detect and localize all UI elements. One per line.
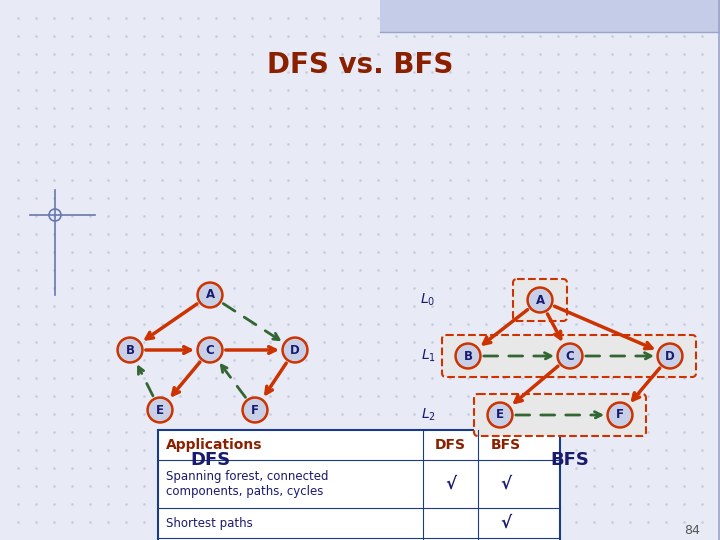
Text: Applications: Applications	[166, 438, 263, 452]
Bar	[380, 0, 720, 32]
Circle shape	[607, 402, 633, 428]
Text: DFS: DFS	[435, 438, 466, 452]
Circle shape	[120, 340, 140, 361]
Circle shape	[197, 282, 223, 308]
Text: BFS: BFS	[490, 438, 521, 452]
Text: DFS: DFS	[190, 451, 230, 469]
Text: DFS vs. BFS: DFS vs. BFS	[267, 51, 453, 79]
Circle shape	[245, 400, 266, 421]
Circle shape	[527, 287, 553, 313]
Circle shape	[490, 404, 510, 426]
Text: √: √	[500, 514, 511, 532]
Circle shape	[150, 400, 171, 421]
Circle shape	[610, 404, 631, 426]
Text: A: A	[205, 288, 215, 301]
Text: Spanning forest, connected
components, paths, cycles: Spanning forest, connected components, p…	[166, 470, 328, 498]
Circle shape	[657, 343, 683, 369]
FancyBboxPatch shape	[442, 335, 696, 377]
Text: $L_0$: $L_0$	[420, 292, 436, 308]
Circle shape	[199, 285, 220, 306]
Text: BFS: BFS	[551, 451, 590, 469]
Circle shape	[242, 397, 268, 423]
Circle shape	[117, 337, 143, 363]
Text: 84: 84	[684, 523, 700, 537]
Circle shape	[282, 337, 308, 363]
Circle shape	[557, 343, 583, 369]
FancyBboxPatch shape	[513, 279, 567, 321]
Circle shape	[197, 337, 223, 363]
Text: E: E	[156, 403, 164, 416]
Circle shape	[487, 402, 513, 428]
Text: E: E	[496, 408, 504, 422]
Text: D: D	[665, 349, 675, 362]
Circle shape	[529, 289, 551, 310]
Bar	[158, 430, 560, 540]
Text: C: C	[206, 343, 215, 356]
Text: √: √	[500, 475, 511, 493]
FancyBboxPatch shape	[474, 394, 646, 436]
Circle shape	[199, 340, 220, 361]
Circle shape	[284, 340, 305, 361]
Text: Shortest paths: Shortest paths	[166, 516, 253, 530]
Circle shape	[147, 397, 173, 423]
Circle shape	[457, 346, 479, 367]
Circle shape	[660, 346, 680, 367]
Text: B: B	[125, 343, 135, 356]
Text: B: B	[464, 349, 472, 362]
Text: F: F	[251, 403, 259, 416]
Text: $L_2$: $L_2$	[420, 407, 436, 423]
Circle shape	[559, 346, 580, 367]
Text: √: √	[445, 475, 456, 493]
Text: C: C	[566, 349, 575, 362]
Text: $L_1$: $L_1$	[420, 348, 436, 364]
Text: D: D	[290, 343, 300, 356]
Text: A: A	[536, 294, 544, 307]
Text: F: F	[616, 408, 624, 422]
Circle shape	[455, 343, 481, 369]
